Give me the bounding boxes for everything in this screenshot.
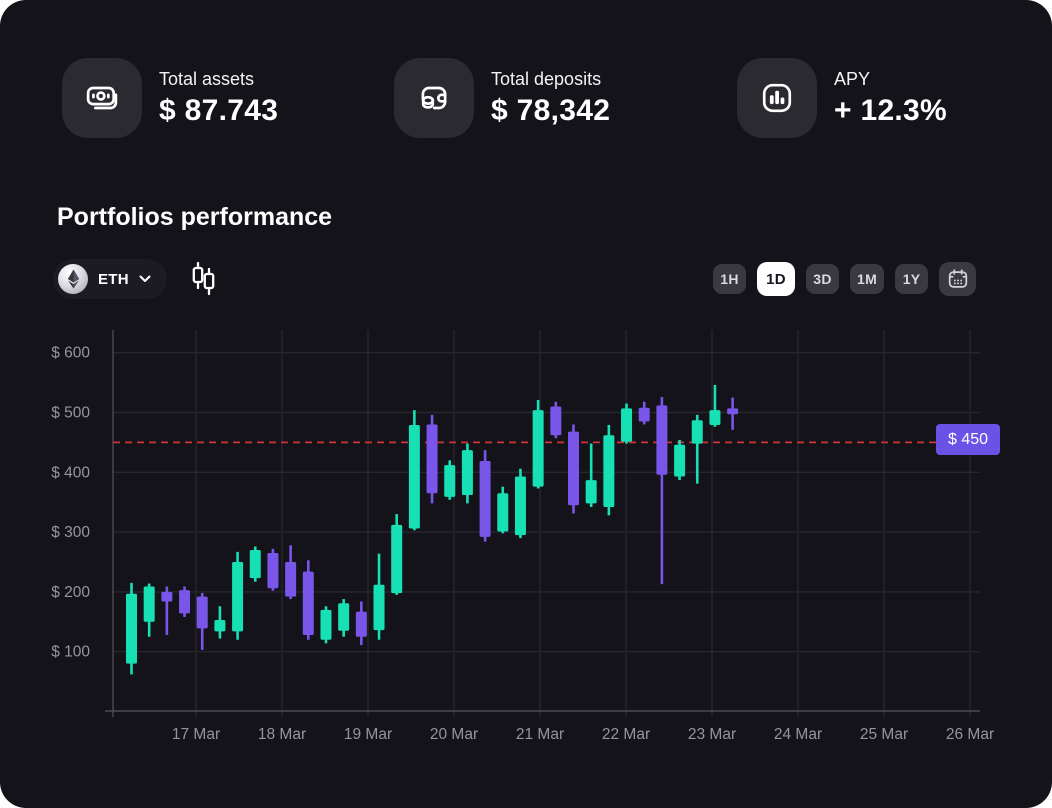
candlestick-icon	[188, 260, 219, 297]
x-axis-tick-label: 21 Mar	[516, 726, 564, 743]
calendar-icon	[946, 267, 970, 291]
banknotes-icon	[62, 58, 142, 138]
stat-label: Total deposits	[491, 69, 602, 89]
ethereum-icon	[58, 264, 88, 294]
x-axis-tick-label: 19 Mar	[344, 726, 392, 743]
candle	[179, 586, 191, 618]
stat-value: $ 78,342	[491, 94, 611, 127]
candle	[302, 560, 314, 640]
y-axis-tick-label: $ 300	[51, 524, 90, 541]
calendar-button[interactable]	[939, 262, 977, 296]
candle	[426, 414, 438, 504]
x-axis-tick-label: 22 Mar	[602, 726, 650, 743]
page-title: Portfolios performance	[57, 203, 333, 231]
candle	[691, 414, 703, 484]
candle	[320, 606, 332, 644]
candle	[709, 384, 721, 427]
candle	[461, 443, 473, 504]
candle	[196, 593, 208, 650]
x-axis-tick-label: 24 Mar	[774, 726, 822, 743]
candle	[497, 486, 509, 534]
candle	[568, 424, 579, 514]
chevron-down-icon	[139, 275, 151, 283]
stat-card-total-deposits: Total deposits $ 78,342	[394, 58, 610, 138]
bar-chart-icon	[737, 58, 817, 138]
stat-card-apy: APY + 12.3%	[737, 58, 947, 138]
asset-selector-dropdown[interactable]: ETH	[53, 259, 167, 299]
x-axis-tick-label: 23 Mar	[688, 726, 736, 743]
stat-label: APY	[834, 69, 871, 89]
x-axis-tick-label: 26 Mar	[946, 726, 994, 743]
candle	[674, 440, 686, 481]
candle	[408, 410, 420, 531]
stat-value: $ 87.743	[159, 94, 279, 127]
timeframe-selector: 1H 1D 3D 1M 1Y	[713, 261, 977, 297]
stat-card-total-assets: Total assets $ 87.743	[62, 58, 278, 138]
candle	[514, 468, 526, 539]
wallet-icon	[394, 58, 474, 138]
timeframe-1d-button[interactable]: 1D	[757, 262, 795, 296]
timeframe-3d-button[interactable]: 3D	[806, 264, 839, 294]
timeframe-1h-button[interactable]: 1H	[713, 264, 746, 294]
candlestick-plot: 17 Mar 18 Mar 19 Mar 20 Mar 21 Mar 22 Mar 23 M…	[51, 330, 994, 743]
timeframe-1m-button[interactable]: 1M	[850, 264, 885, 294]
y-axis-tick-label: $ 200	[51, 584, 90, 601]
x-axis-tick-label: 25 Mar	[860, 726, 908, 743]
candle	[143, 583, 155, 637]
candle	[214, 606, 226, 639]
x-axis-tick-label: 17 Mar	[172, 726, 220, 743]
candle	[621, 403, 633, 444]
candle	[391, 514, 403, 595]
y-axis-tick-label: $ 100	[51, 644, 90, 661]
y-axis-tick-label: $ 500	[51, 405, 90, 422]
candle	[603, 425, 615, 516]
y-axis-tick-label: $ 600	[51, 345, 90, 362]
candle	[727, 397, 739, 430]
portfolio-performance-chart: 17 Mar 18 Mar 19 Mar 20 Mar 21 Mar 22 Mar 23 M…	[0, 320, 1052, 780]
candle	[532, 399, 544, 489]
candle	[161, 586, 173, 635]
y-axis-tick-label: $ 400	[51, 464, 90, 481]
candle	[285, 545, 297, 600]
candle	[126, 582, 137, 675]
stat-value: + 12.3%	[834, 94, 948, 127]
asset-selector-label: ETH	[98, 270, 129, 288]
candle	[585, 443, 597, 507]
candle	[338, 599, 350, 637]
candle	[232, 551, 244, 640]
candle	[249, 546, 261, 582]
x-axis-tick-label: 20 Mar	[430, 726, 478, 743]
candlestick-chart-type-button[interactable]	[188, 260, 219, 297]
candle	[355, 601, 367, 646]
candle	[656, 396, 668, 585]
stat-label: Total assets	[159, 69, 255, 89]
candle	[479, 450, 491, 542]
candle	[638, 401, 650, 425]
candle	[267, 548, 279, 591]
x-axis-tick-label: 18 Mar	[258, 726, 306, 743]
reference-price-badge: $ 450	[936, 424, 1000, 455]
candle	[444, 460, 456, 500]
candle	[550, 401, 562, 439]
timeframe-1y-button[interactable]: 1Y	[895, 264, 929, 294]
candle	[373, 553, 385, 640]
